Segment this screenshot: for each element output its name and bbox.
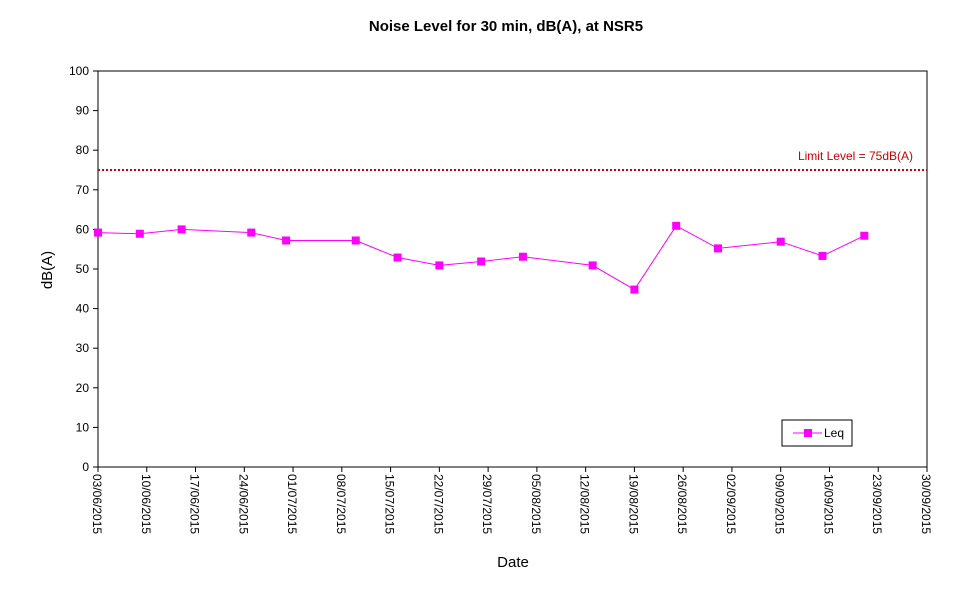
x-tick-label: 02/09/2015 — [724, 474, 738, 534]
data-point — [818, 251, 827, 260]
data-point — [477, 257, 486, 266]
data-point — [393, 253, 402, 262]
y-tick-label: 70 — [76, 183, 90, 197]
x-tick-label: 22/07/2015 — [431, 474, 445, 534]
x-tick-label: 15/07/2015 — [383, 474, 397, 534]
x-tick-label: 17/06/2015 — [188, 474, 202, 534]
data-point — [435, 261, 444, 270]
data-point — [860, 231, 869, 240]
data-point — [588, 261, 597, 270]
x-tick-label: 24/06/2015 — [236, 474, 250, 534]
legend-label-leq: Leq — [824, 426, 844, 440]
data-point — [776, 237, 785, 246]
data-point — [94, 228, 102, 237]
series-group — [94, 221, 869, 294]
data-point — [351, 236, 360, 245]
y-tick-label: 20 — [76, 381, 90, 395]
x-tick-label: 01/07/2015 — [285, 474, 299, 534]
legend: Leq — [781, 419, 853, 447]
x-tick-label: 03/06/2015 — [90, 474, 104, 534]
x-tick-label: 16/09/2015 — [821, 474, 835, 534]
x-axis-label: Date — [497, 554, 529, 571]
x-tick-label: 26/08/2015 — [675, 474, 689, 534]
data-point — [630, 285, 639, 294]
x-tick-label: 23/09/2015 — [870, 474, 884, 534]
y-tick-label: 30 — [76, 341, 90, 355]
data-point — [177, 225, 186, 234]
data-point — [247, 228, 256, 237]
limit-line-group: Limit Level = 75dB(A) — [98, 149, 927, 171]
data-point — [135, 229, 144, 238]
data-point — [714, 244, 723, 253]
plot-area — [97, 70, 928, 468]
y-axis-label: dB(A) — [39, 251, 56, 289]
x-tick-label: 29/07/2015 — [480, 474, 494, 534]
x-tick-label: 08/07/2015 — [334, 474, 348, 534]
y-tick-label: 0 — [82, 460, 89, 474]
x-tick-label: 10/06/2015 — [139, 474, 153, 534]
y-tick-label: 80 — [76, 143, 90, 157]
data-point — [672, 221, 681, 230]
y-tick-label: 10 — [76, 420, 90, 434]
x-axis: 03/06/2015 10/06/2015 17/06/2015 24/06/2015… — [90, 467, 933, 534]
chart-title: Noise Level for 30 min, dB(A), at NSR5 — [369, 18, 643, 35]
y-tick-label: 90 — [76, 104, 90, 118]
x-tick-label: 30/09/2015 — [919, 474, 933, 534]
x-tick-label: 05/08/2015 — [529, 474, 543, 534]
x-tick-label: 12/08/2015 — [578, 474, 592, 534]
limit-label: Limit Level = 75dB(A) — [798, 149, 913, 163]
x-tick-label: 19/08/2015 — [626, 474, 640, 534]
legend-marker — [804, 429, 812, 437]
y-tick-label: 40 — [76, 302, 90, 316]
data-point — [518, 252, 527, 261]
data-point — [282, 236, 291, 245]
y-tick-label: 50 — [76, 262, 90, 276]
x-tick-label: 09/09/2015 — [773, 474, 787, 534]
y-tick-label: 100 — [69, 64, 89, 78]
y-axis: 0 10 20 30 40 50 60 70 80 90 100 — [69, 64, 98, 474]
y-tick-label: 60 — [76, 222, 90, 236]
